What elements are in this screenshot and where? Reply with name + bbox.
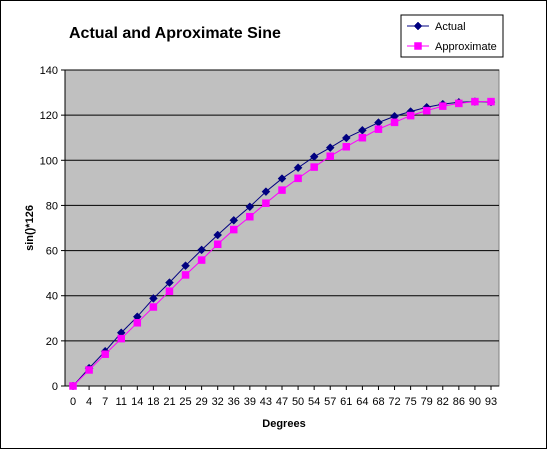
x-tick-label: 72 [388, 396, 400, 408]
data-point-approximate [133, 319, 142, 327]
series-layer [68, 97, 496, 391]
data-point-approximate [390, 118, 399, 127]
data-point-approximate [310, 163, 318, 171]
data-point-approximate [197, 256, 206, 264]
x-tick-labels: 0 4 7 11 14 18 21 25 29 32 36 39 43 47 50 54 57 61 64 68 72 7… [70, 396, 497, 408]
x-tick-label: 7 [102, 396, 108, 408]
x-tick-label: 18 [147, 396, 159, 408]
data-point-actual [245, 202, 255, 212]
chart-title: Actual and Aproximate Sine [69, 25, 281, 42]
x-tick-label: 14 [131, 396, 143, 408]
x-tick-label: 82 [437, 396, 449, 408]
data-point-actual [309, 152, 319, 162]
data-point-actual [229, 215, 239, 225]
data-point-approximate [149, 303, 158, 311]
data-point-approximate [85, 366, 93, 374]
x-tick-label: 54 [308, 396, 320, 408]
x-tick-label: 39 [244, 396, 256, 408]
data-point-approximate [406, 111, 415, 120]
data-point-approximate [487, 97, 495, 106]
y-tick-label: 0 [52, 381, 58, 393]
x-tick-label: 90 [469, 396, 481, 408]
x-tick-label: 25 [179, 396, 191, 408]
x-tick-label: 32 [212, 396, 224, 408]
y-tick-label: 40 [46, 291, 58, 303]
data-point-approximate [69, 382, 77, 390]
data-point-actual [277, 174, 287, 183]
x-tick-label: 36 [228, 396, 240, 408]
x-tick-label: 43 [260, 396, 272, 408]
data-point-approximate [213, 240, 222, 249]
x-tick-label: 11 [116, 396, 127, 408]
x-tick-label: 29 [195, 396, 207, 408]
y-tick-label: 100 [40, 155, 58, 167]
x-tick-label: 21 [163, 396, 175, 408]
y-tick-label: 120 [40, 110, 58, 122]
x-tick-label: 79 [421, 396, 433, 408]
data-point-actual [213, 230, 223, 240]
axes [61, 69, 499, 390]
data-point-actual [293, 163, 303, 173]
series-approximate [69, 97, 495, 390]
data-point-approximate [294, 174, 302, 183]
x-tick-label: 0 [70, 396, 76, 408]
legend-marker-actual [413, 21, 423, 31]
data-point-actual [181, 261, 190, 271]
data-point-approximate [181, 271, 190, 279]
plot-area [64, 69, 500, 387]
x-tick-label: 68 [372, 396, 384, 408]
data-point-approximate [117, 334, 125, 343]
data-point-approximate [471, 97, 479, 106]
legend-label-actual: Actual [435, 21, 466, 33]
data-point-actual [197, 245, 206, 255]
y-tick-labels: 0 20 40 60 80 100 120 140 [40, 65, 58, 393]
y-tick-label: 140 [40, 65, 58, 77]
data-point-approximate [455, 99, 463, 108]
x-tick-label: 86 [453, 396, 465, 408]
data-point-approximate [374, 125, 383, 133]
data-point-approximate [422, 106, 431, 115]
data-point-approximate [101, 350, 109, 358]
data-point-approximate [262, 199, 270, 207]
y-axis-title: sin()*126 [24, 205, 36, 251]
x-tick-label: 57 [324, 396, 336, 408]
legend-marker-approximate [414, 42, 422, 50]
x-tick-label: 64 [356, 396, 368, 408]
data-point-approximate [278, 186, 286, 194]
y-tick-label: 20 [46, 336, 58, 348]
gridlines [65, 69, 499, 342]
data-point-approximate [165, 287, 174, 295]
x-tick-label: 47 [276, 396, 288, 408]
x-tick-label: 93 [485, 396, 497, 408]
y-tick-label: 60 [46, 246, 58, 258]
data-point-actual [341, 133, 351, 143]
data-point-approximate [326, 152, 334, 160]
x-axis-title: Degrees [262, 418, 305, 430]
legend: Actual Approximate [400, 14, 504, 58]
x-tick-label: 50 [292, 396, 304, 408]
data-point-actual [149, 294, 158, 303]
data-point-actual [165, 278, 174, 287]
data-point-approximate [358, 133, 367, 142]
x-tick-label: 61 [340, 396, 352, 408]
data-point-approximate [246, 212, 254, 221]
data-point-approximate [342, 142, 351, 151]
data-point-actual [325, 143, 335, 152]
legend-label-approximate: Approximate [435, 41, 497, 53]
legend-entries: Actual Approximate [407, 21, 497, 53]
data-point-approximate [439, 102, 447, 110]
y-tick-label: 80 [46, 200, 58, 212]
x-tick-label: 75 [404, 396, 416, 408]
data-point-actual [261, 187, 271, 197]
data-point-approximate [230, 225, 238, 234]
x-tick-label: 4 [86, 396, 92, 408]
